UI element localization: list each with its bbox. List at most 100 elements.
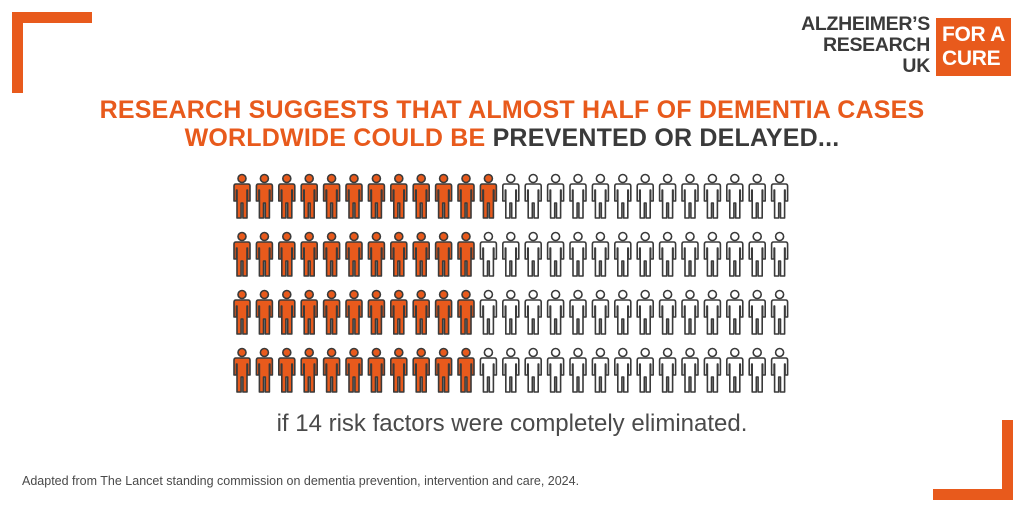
person-icon-empty [614,289,632,335]
person-icon-empty [681,173,699,219]
person-icon-empty [726,231,744,277]
person-icon-highlighted [278,231,296,277]
person-icon-highlighted [479,173,498,219]
person-icon-empty [524,173,542,219]
person-icon-highlighted [390,289,408,335]
person-icon-highlighted [278,173,296,219]
person-icon-highlighted [278,289,296,335]
person-icon-empty [502,231,520,277]
person-icon-empty [502,289,520,335]
person-icon-empty [636,231,654,277]
person-icon-highlighted [300,231,318,277]
person-icon-highlighted [412,173,430,219]
person-icon-empty [546,231,565,277]
person-icon-highlighted [367,231,386,277]
person-icon-empty [636,289,654,335]
person-icon-highlighted [300,173,318,219]
source-citation: Adapted from The Lancet standing commiss… [22,474,580,488]
person-icon-empty [748,347,766,393]
person-icon-empty [636,173,654,219]
people-pictogram [233,173,789,393]
corner-bracket-bottom-right-vertical [1002,420,1013,500]
corner-bracket-top-left-horizontal [12,12,92,23]
person-icon-empty [479,347,498,393]
person-icon-empty [591,173,610,219]
person-icon-empty [658,347,677,393]
person-icon-empty [703,173,722,219]
person-icon-highlighted [255,173,274,219]
person-icon-empty [569,347,587,393]
person-icon-empty [614,173,632,219]
caption: if 14 risk factors were completely elimi… [276,410,748,437]
person-icon-empty [658,231,677,277]
person-icon-empty [770,231,789,277]
person-icon-highlighted [322,347,341,393]
person-icon-empty [524,347,542,393]
person-icon-empty [770,347,789,393]
person-icon-empty [703,289,722,335]
person-icon-empty [614,347,632,393]
person-icon-highlighted [345,173,363,219]
person-icon-highlighted [390,231,408,277]
headline-orange-part: RESEARCH SUGGESTS THAT ALMOST HALF OF DE… [99,96,925,152]
person-icon-highlighted [300,289,318,335]
person-icon-highlighted [367,347,386,393]
person-icon-highlighted [457,231,475,277]
person-icon-empty [770,289,789,335]
person-icon-empty [748,173,766,219]
person-icon-empty [591,347,610,393]
person-icon-empty [546,173,565,219]
person-icon-highlighted [233,347,251,393]
person-icon-empty [726,173,744,219]
person-icon-empty [681,231,699,277]
person-icon-highlighted [367,289,386,335]
person-icon-empty [569,231,587,277]
person-icon-empty [658,289,677,335]
logo-line: RESEARCH [822,34,930,56]
person-icon-empty [569,289,587,335]
person-icon-highlighted [457,347,475,393]
person-icon-empty [681,347,699,393]
person-icon-highlighted [434,347,453,393]
person-icon-highlighted [457,173,475,219]
person-icon-empty [479,289,498,335]
person-icon-empty [524,231,542,277]
person-icon-highlighted [412,347,430,393]
corner-bracket-bottom-right-horizontal [933,489,1013,500]
corner-bracket-top-left-vertical [12,12,23,93]
person-icon-highlighted [412,289,430,335]
person-icon-empty [748,231,766,277]
person-icon-highlighted [278,347,296,393]
person-icon-empty [681,289,699,335]
logo-badge-line: CURE [942,47,1001,70]
logo-badge: FOR A CURE [936,18,1011,76]
person-icon-empty [569,173,587,219]
person-icon-highlighted [322,289,341,335]
person-icon-highlighted [255,347,274,393]
person-icon-empty [703,347,722,393]
person-icon-highlighted [345,347,363,393]
person-icon-highlighted [300,347,318,393]
person-icon-highlighted [345,289,363,335]
person-icon-highlighted [233,289,251,335]
headline-dark-part: PREVENTED OR DELAYED... [492,124,840,152]
person-icon-empty [502,173,520,219]
person-icon-highlighted [322,231,341,277]
person-icon-empty [614,231,632,277]
person-icon-highlighted [457,289,475,335]
person-icon-empty [591,231,610,277]
person-icon-highlighted [390,347,408,393]
person-icon-empty [658,173,677,219]
person-icon-empty [636,347,654,393]
logo-line: UK [902,55,930,77]
person-icon-highlighted [255,231,274,277]
person-icon-empty [546,289,565,335]
person-icon-highlighted [367,173,386,219]
logo-line: ALZHEIMER’S [801,13,930,35]
person-icon-empty [703,231,722,277]
headline: RESEARCH SUGGESTS THAT ALMOST HALF OF DE… [80,96,944,152]
person-icon-highlighted [255,289,274,335]
person-icon-highlighted [434,173,453,219]
person-icon-highlighted [233,173,251,219]
person-icon-highlighted [322,173,341,219]
